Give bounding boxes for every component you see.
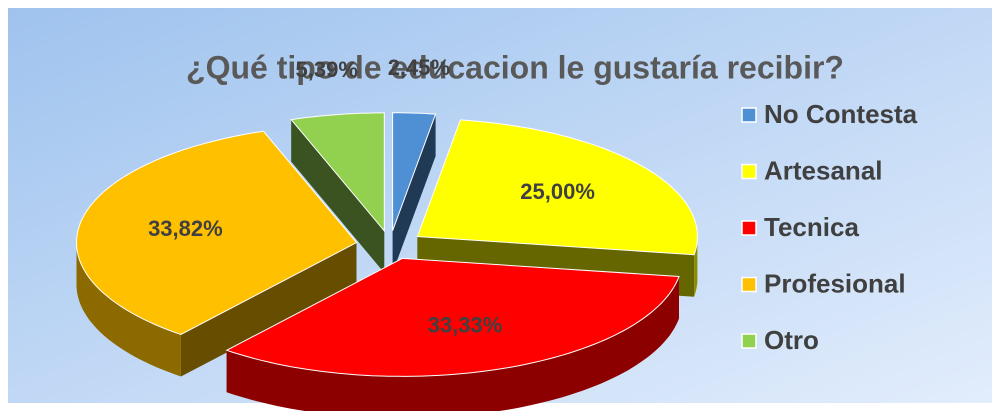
data-label: 25,00% xyxy=(520,179,595,204)
slice-wall xyxy=(226,276,679,411)
chart-title: ¿Qué tipo de educacion le gustaría recib… xyxy=(186,49,844,85)
legend-marker xyxy=(741,163,757,180)
slice-wall xyxy=(694,236,698,297)
slice-side xyxy=(291,119,385,273)
slice-side xyxy=(180,242,357,377)
slice xyxy=(225,257,680,377)
slice xyxy=(290,112,385,233)
slice xyxy=(416,119,698,256)
legend-marker xyxy=(741,107,757,123)
legend-marker xyxy=(741,333,757,349)
data-label: 5,39% xyxy=(296,57,358,82)
data-label: 2,45% xyxy=(388,55,450,80)
legend-marker xyxy=(741,276,757,293)
slice xyxy=(392,112,437,231)
legend-label: Otro xyxy=(764,325,819,355)
data-label: 33,33% xyxy=(428,312,503,337)
slice-wall xyxy=(76,242,181,377)
slice-side xyxy=(392,114,436,273)
legend-label: Tecnica xyxy=(764,212,859,242)
legend-label: Artesanal xyxy=(764,155,883,185)
data-label: 33,82% xyxy=(148,216,223,241)
legend-label: Profesional xyxy=(764,268,906,298)
legend-marker xyxy=(741,220,757,236)
legend-label: No Contesta xyxy=(764,99,918,129)
slice xyxy=(75,130,358,336)
